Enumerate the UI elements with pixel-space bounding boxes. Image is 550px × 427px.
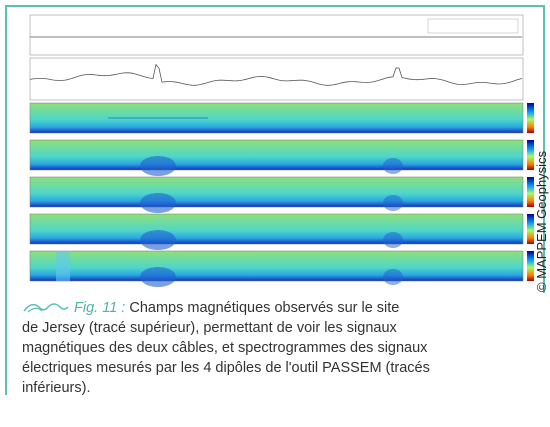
signal-blob	[383, 269, 403, 285]
spectrogram	[29, 213, 524, 245]
signal-blob	[383, 232, 403, 248]
signal-line	[29, 63, 523, 86]
signal-blob	[140, 230, 176, 250]
signal-blob	[140, 193, 176, 213]
plots	[29, 14, 534, 287]
credit: © MAPPEM Geophysics	[534, 150, 549, 292]
signal-blob	[140, 156, 176, 176]
legend-box	[427, 18, 519, 34]
noise-band	[56, 251, 70, 281]
spectrogram	[29, 250, 524, 282]
caption: Fig. 11 : Champs magnétiques observés su…	[22, 298, 542, 398]
spectrogram	[29, 139, 524, 171]
spectrogram	[29, 176, 524, 208]
signal-blob	[140, 267, 176, 287]
frame	[5, 5, 545, 395]
colorbar	[527, 140, 534, 170]
figure	[29, 14, 534, 287]
wave-icon	[23, 303, 69, 313]
signal-blob	[383, 195, 403, 211]
caption-line: électriques mesurés par les 4 dipôles de…	[22, 360, 430, 376]
colorbar	[527, 251, 534, 281]
caption-line: inférieurs).	[22, 380, 91, 396]
colorbar	[527, 214, 534, 244]
colorbar	[527, 103, 534, 133]
signal-blob	[383, 158, 403, 174]
fig-label: Fig. 11 :	[74, 300, 126, 316]
caption-line: Champs magnétiques observés sur le site	[129, 300, 400, 316]
caption-line: magnétiques des deux câbles, et spectrog…	[22, 340, 428, 356]
spectrogram	[29, 102, 524, 134]
frame-right	[543, 5, 545, 293]
caption-line: de Jersey (tracé supérieur), permettant …	[22, 320, 397, 336]
plot-frame	[29, 57, 524, 101]
colorbar	[527, 177, 534, 207]
